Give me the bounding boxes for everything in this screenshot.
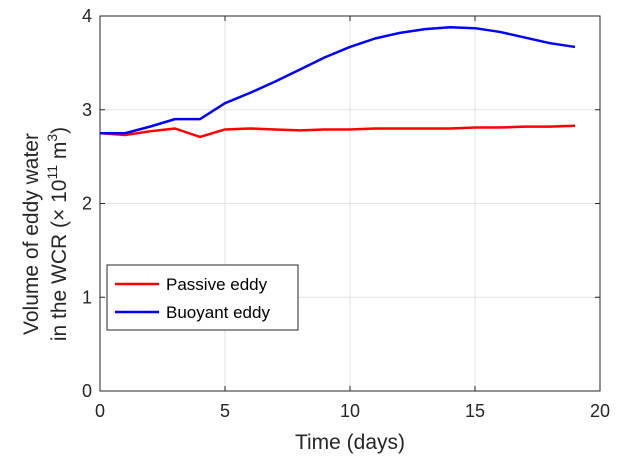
y-tick-label: 3 <box>82 100 92 120</box>
legend: Passive eddy Buoyant eddy <box>106 264 299 331</box>
x-tick-label: 5 <box>220 401 230 421</box>
x-axis-title: Time (days) <box>295 431 405 454</box>
x-tick-label: 20 <box>590 401 610 421</box>
x-tick-label: 0 <box>95 401 105 421</box>
y-tick-label: 2 <box>82 194 92 214</box>
grid-lines <box>99 15 601 392</box>
y-axis-title-line1: Volume of eddy water <box>20 133 43 335</box>
series-line-passive-eddy <box>99 124 576 139</box>
series-lines <box>99 26 576 139</box>
y-tick-label: 4 <box>82 6 92 26</box>
y-axis-title: Volume of eddy water in the WCR (× 1011 … <box>20 127 71 341</box>
series-line-buoyant-eddy <box>100 26 576 135</box>
legend-box <box>106 264 299 331</box>
x-tick-label: 10 <box>340 401 360 421</box>
legend-label-buoyant-eddy: Buoyant eddy <box>166 303 270 322</box>
x-tick-label: 15 <box>465 401 485 421</box>
y-tick-label: 1 <box>82 287 92 307</box>
y-tick-label: 0 <box>82 381 92 401</box>
legend-label-passive-eddy: Passive eddy <box>166 275 268 294</box>
axis-ticks: 0 5 10 15 20 0 1 2 3 4 <box>82 6 610 421</box>
y-axis-title-line2: in the WCR (× 1011 m3) <box>44 127 71 341</box>
